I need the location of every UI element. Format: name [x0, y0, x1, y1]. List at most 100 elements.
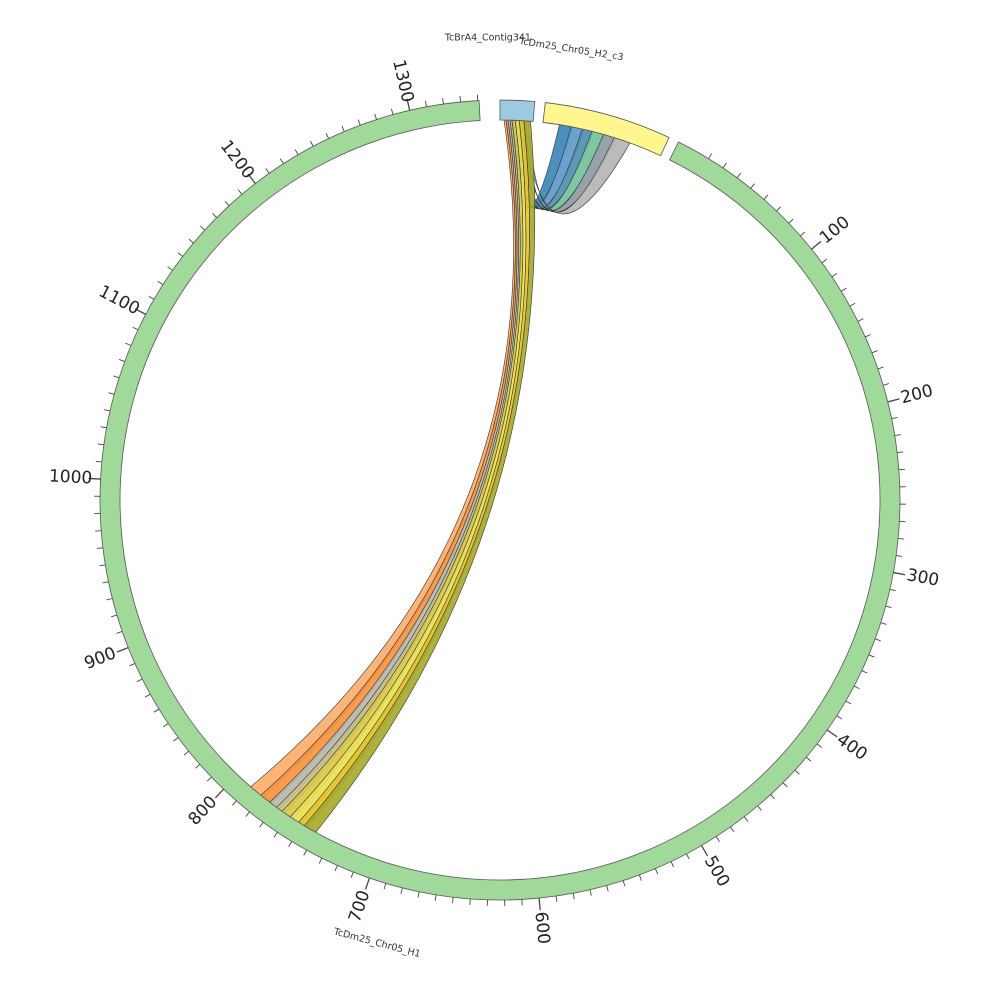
link-ribbons — [250, 119, 631, 833]
minor-tick — [113, 375, 120, 379]
segment-h2c3 — [542, 102, 670, 157]
minor-tick — [96, 547, 103, 549]
minor-tick — [183, 750, 190, 756]
minor-tick — [136, 678, 143, 683]
minor-tick — [730, 826, 735, 833]
minor-tick — [800, 231, 806, 237]
tick-label-700: 700 — [345, 888, 374, 925]
minor-tick — [897, 451, 904, 454]
minor-tick — [896, 555, 903, 557]
minor-tick — [750, 183, 755, 189]
minor-tick — [770, 794, 776, 800]
minor-tick — [341, 125, 345, 132]
minor-tick — [434, 894, 437, 901]
minor-tick — [589, 889, 592, 896]
minor-tick — [861, 670, 868, 674]
minor-tick — [821, 258, 828, 264]
minor-tick — [273, 831, 278, 838]
tick-label-200: 200 — [899, 381, 935, 408]
minor-tick — [265, 168, 270, 174]
minor-tick — [390, 108, 394, 115]
minor-tick — [116, 631, 123, 634]
minor-tick — [757, 805, 762, 811]
minor-tick — [144, 693, 151, 698]
major-tick — [406, 98, 411, 111]
minor-tick — [763, 194, 769, 200]
minor-tick — [104, 409, 111, 412]
major-tick — [893, 571, 906, 576]
minor-tick — [638, 874, 642, 881]
tick-label-1000: 1000 — [48, 466, 92, 488]
segment-label-h2c3: TcDm25_Chr05_H2_c3 — [517, 36, 624, 64]
minor-tick — [102, 581, 109, 584]
minor-tick — [200, 225, 206, 231]
minor-tick — [868, 654, 875, 658]
minor-tick — [894, 434, 901, 437]
tick-label-1200: 1200 — [216, 137, 258, 183]
tick-label-1100: 1100 — [95, 282, 143, 320]
minor-tick — [177, 252, 183, 257]
tick-label-900: 900 — [82, 643, 120, 674]
minor-tick — [898, 538, 905, 540]
segment-label-h1: TcDm25_Chr05_H1 — [332, 926, 422, 960]
minor-tick — [153, 708, 160, 713]
minor-tick — [157, 281, 164, 285]
minor-tick — [794, 769, 800, 775]
minor-tick — [442, 98, 444, 105]
segment-h1 — [99, 100, 901, 901]
minor-tick — [880, 622, 887, 625]
minor-tick — [303, 849, 308, 856]
tick-label-600: 600 — [530, 911, 553, 945]
minor-tick — [891, 416, 898, 420]
minor-tick — [736, 172, 742, 179]
minor-tick — [865, 334, 871, 338]
minor-tick — [400, 887, 403, 894]
minor-tick — [334, 865, 338, 872]
minor-tick — [224, 200, 230, 207]
minor-tick — [188, 238, 194, 244]
minor-tick — [849, 302, 856, 307]
minor-tick — [776, 206, 782, 212]
major-tick — [538, 898, 541, 911]
tick-label-300: 300 — [905, 565, 941, 591]
segment-label-contig341: TcBrA4_Contig341 — [444, 33, 531, 44]
minor-tick — [871, 350, 878, 354]
major-tick — [247, 173, 256, 184]
minor-tick — [212, 213, 218, 218]
minor-tick — [788, 218, 794, 224]
minor-tick — [670, 861, 675, 868]
minor-tick — [106, 598, 113, 601]
minor-tick — [129, 663, 136, 667]
major-tick — [116, 646, 129, 653]
major-tick — [826, 729, 838, 738]
minor-tick — [853, 685, 860, 690]
minor-tick — [383, 883, 387, 890]
minor-tick — [816, 743, 823, 748]
minor-tick — [654, 868, 659, 875]
tick-label-100: 100 — [816, 212, 854, 248]
tick-label-400: 400 — [833, 730, 871, 765]
minor-tick — [125, 342, 132, 346]
major-tick — [700, 845, 709, 857]
minor-tick — [99, 564, 106, 567]
minor-tick — [111, 614, 118, 618]
minor-tick — [840, 287, 847, 292]
major-tick — [214, 788, 225, 799]
minor-tick — [237, 189, 243, 195]
minor-tick — [132, 326, 139, 331]
minor-tick — [279, 158, 284, 164]
major-tick — [134, 308, 146, 315]
major-tick — [887, 398, 900, 403]
minor-tick — [245, 811, 250, 817]
tick-marks: 1002003004005006007008009001000110012001… — [48, 58, 940, 945]
segment-contig341 — [499, 99, 536, 122]
minor-tick — [350, 871, 354, 878]
minor-tick — [555, 895, 558, 903]
minor-tick — [288, 841, 293, 847]
minor-tick — [195, 764, 201, 769]
ideogram-segments — [99, 99, 901, 901]
minor-tick — [417, 891, 420, 898]
minor-tick — [622, 880, 626, 887]
minor-tick — [173, 737, 179, 742]
